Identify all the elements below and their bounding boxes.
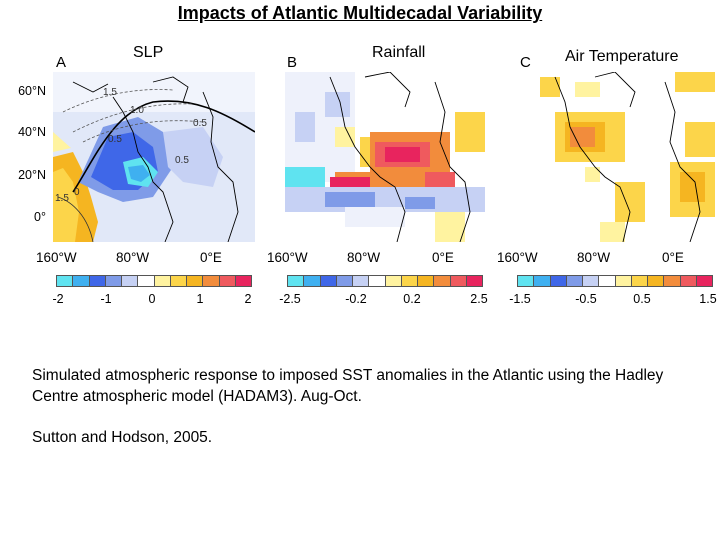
colorbar-tick-b-1: -2.5 bbox=[279, 292, 301, 306]
colorbar-swatch bbox=[663, 275, 681, 287]
colorbar-tick-c-2: -0.5 bbox=[575, 292, 597, 306]
colorbar-tick-c-1: -1.5 bbox=[509, 292, 531, 306]
panel-b-title: Rainfall bbox=[372, 44, 426, 61]
panel-c-letter: C bbox=[520, 54, 531, 71]
colorbar-tick-b-3: 0.2 bbox=[403, 292, 421, 306]
colorbar-tick-a-1: -2 bbox=[52, 292, 64, 306]
contour-label-4: 0.5 bbox=[193, 118, 207, 129]
colorbar-swatch bbox=[72, 275, 90, 287]
colorbar-swatch bbox=[647, 275, 665, 287]
colorbar-swatch bbox=[335, 275, 353, 287]
lon-label-0e-b: 0°E bbox=[432, 250, 454, 265]
colorbar-swatch bbox=[137, 275, 155, 287]
colorbar-tick-a-2: -1 bbox=[100, 292, 112, 306]
contour-label-2: 1.0 bbox=[130, 105, 144, 116]
lat-label-40n: 40°N bbox=[18, 125, 46, 139]
colorbar-swatch bbox=[533, 275, 551, 287]
colorbar-swatch bbox=[352, 275, 370, 287]
colorbar-swatch bbox=[88, 275, 106, 287]
colorbar-swatch bbox=[169, 275, 187, 287]
panel-c-title: Air Temperature bbox=[565, 48, 679, 65]
slide-title: Impacts of Atlantic Multidecadal Variabi… bbox=[177, 3, 543, 23]
colorbar-swatch bbox=[218, 275, 236, 287]
colorbar-swatch bbox=[202, 275, 220, 287]
panel-b-letter: B bbox=[287, 54, 298, 71]
contour-label-6: 1.5 bbox=[55, 193, 69, 204]
colorbar-swatch bbox=[319, 275, 337, 287]
colorbar-swatch bbox=[630, 275, 648, 287]
contour-label-5: 0.5 bbox=[175, 155, 189, 166]
colorbar-swatch bbox=[549, 275, 567, 287]
colorbar-swatch bbox=[433, 275, 451, 287]
colorbar-swatch bbox=[384, 275, 402, 287]
colorbar-swatch bbox=[679, 275, 697, 287]
lon-label-80w-a: 80°W bbox=[116, 250, 150, 265]
slp-colorbar bbox=[56, 275, 252, 287]
colorbar-swatch bbox=[287, 275, 305, 287]
colorbar-swatch bbox=[565, 275, 583, 287]
colorbar-swatch bbox=[449, 275, 467, 287]
contour-label-7: 0 bbox=[74, 187, 80, 198]
lat-label-60n: 60°N bbox=[18, 84, 46, 98]
colorbar-swatch bbox=[417, 275, 435, 287]
colorbar-tick-c-4: 1.5 bbox=[699, 292, 717, 306]
colorbar-tick-a-3: 0 bbox=[148, 292, 156, 306]
colorbar-tick-b-2: -0.2 bbox=[345, 292, 367, 306]
contour-label-1: 1.5 bbox=[103, 87, 117, 98]
colorbar-swatch bbox=[104, 275, 122, 287]
air-temperature-anomaly-map bbox=[515, 72, 715, 242]
lon-label-160w-a: 160°W bbox=[36, 250, 77, 265]
colorbar-swatch bbox=[614, 275, 632, 287]
panel-a-letter: A bbox=[56, 54, 67, 71]
lon-label-160w-b: 160°W bbox=[267, 250, 308, 265]
colorbar-swatch bbox=[598, 275, 616, 287]
lon-label-0e-c: 0°E bbox=[662, 250, 684, 265]
lon-label-160w-c: 160°W bbox=[497, 250, 538, 265]
rainfall-anomaly-map bbox=[285, 72, 485, 242]
contour-label-3: 0.5 bbox=[108, 134, 122, 145]
colorbar-tick-a-4: 1 bbox=[196, 292, 204, 306]
colorbar-tick-a-5: 2 bbox=[244, 292, 252, 306]
air-temperature-colorbar bbox=[517, 275, 713, 287]
colorbar-swatch bbox=[368, 275, 386, 287]
lon-label-80w-c: 80°W bbox=[577, 250, 611, 265]
citation: Sutton and Hodson, 2005. bbox=[32, 429, 213, 446]
colorbar-swatch bbox=[56, 275, 74, 287]
colorbar-tick-c-3: 0.5 bbox=[633, 292, 651, 306]
slp-anomaly-map bbox=[53, 72, 255, 242]
colorbar-swatch bbox=[400, 275, 418, 287]
colorbar-swatch bbox=[582, 275, 600, 287]
colorbar-swatch bbox=[465, 275, 483, 287]
lon-label-0e-a: 0°E bbox=[200, 250, 222, 265]
lat-label-20n: 20°N bbox=[18, 168, 46, 182]
lat-label-0: 0° bbox=[34, 210, 46, 224]
panel-a-title: SLP bbox=[133, 44, 164, 61]
colorbar-swatch bbox=[234, 275, 252, 287]
rainfall-colorbar bbox=[287, 275, 483, 287]
colorbar-swatch bbox=[695, 275, 713, 287]
colorbar-swatch bbox=[186, 275, 204, 287]
colorbar-tick-b-4: 2.5 bbox=[470, 292, 488, 306]
caption: Simulated atmospheric response to impose… bbox=[32, 367, 664, 405]
lon-label-80w-b: 80°W bbox=[347, 250, 381, 265]
colorbar-swatch bbox=[517, 275, 535, 287]
colorbar-swatch bbox=[303, 275, 321, 287]
colorbar-swatch bbox=[153, 275, 171, 287]
colorbar-swatch bbox=[121, 275, 139, 287]
